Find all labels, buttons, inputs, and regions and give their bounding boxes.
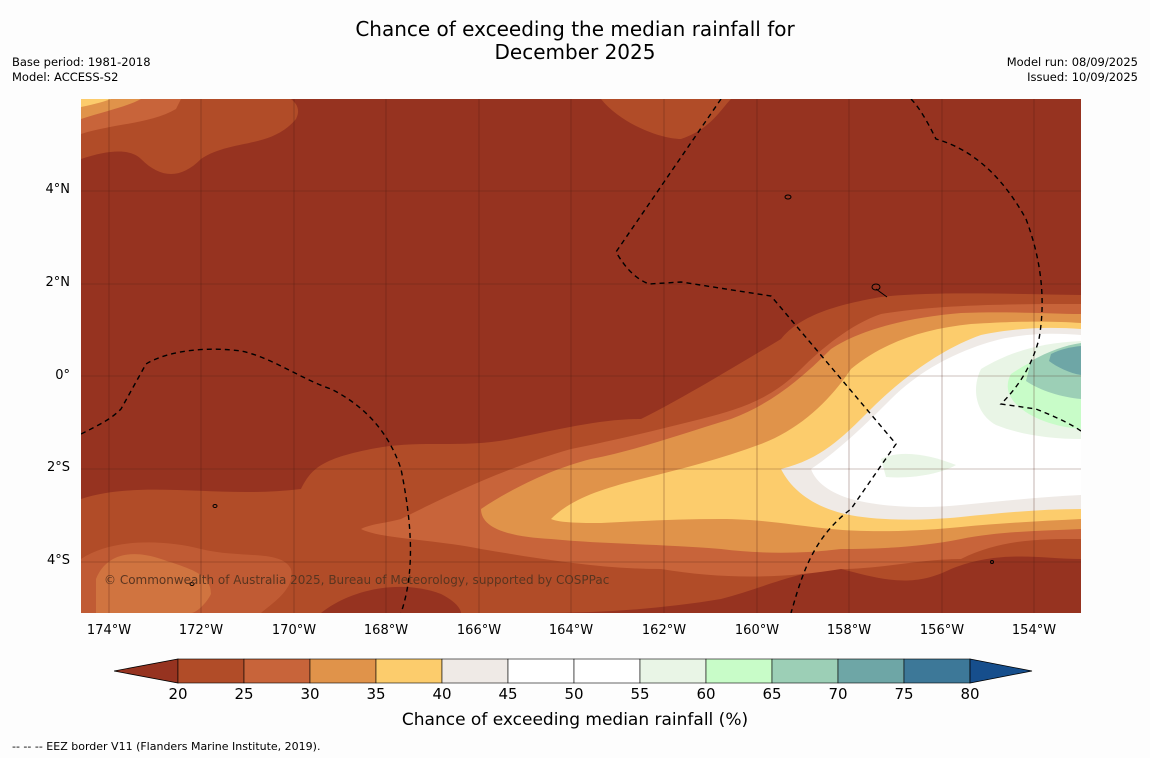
- south-band-70: [1049, 346, 1081, 375]
- colorbar-swatch: [639, 658, 707, 684]
- lon-label-158w: 158°W: [826, 623, 872, 638]
- issued-date: Issued: 10/09/2025: [1027, 70, 1138, 84]
- colorbar-tick-35: 35: [366, 685, 386, 703]
- colorbar-tick-65: 65: [762, 685, 782, 703]
- sw-band-25: [81, 542, 292, 613]
- eez-borders: [81, 99, 1081, 613]
- map-title: Chance of exceeding the median rainfall …: [0, 18, 1150, 64]
- colorbar-swatch: [771, 658, 839, 684]
- rainfall-map: [81, 99, 1081, 613]
- colorbar-tick-55: 55: [630, 685, 650, 703]
- colorbar: [113, 658, 1036, 684]
- islands: [189, 194, 994, 586]
- colorbar-swatch: [441, 658, 509, 684]
- colorbar-tick-60: 60: [696, 685, 716, 703]
- colorbar-tick-45: 45: [498, 685, 518, 703]
- colorbar-under-arrow: [113, 658, 179, 684]
- colorbar-swatch: [573, 658, 641, 684]
- lon-label-168w: 168°W: [363, 623, 409, 638]
- eez-footer-note: -- -- -- EEZ border V11 (Flanders Marine…: [12, 740, 321, 753]
- colorbar-swatch: [309, 658, 377, 684]
- meta-right: Model run: 08/09/2025 Issued: 10/09/2025: [1007, 55, 1138, 85]
- colorbar-tick-25: 25: [234, 685, 254, 703]
- colorbar-swatch: [837, 658, 905, 684]
- colorbar-swatch: [375, 658, 443, 684]
- colorbar-swatch: [903, 658, 971, 684]
- colorbar-label: Chance of exceeding median rainfall (%): [401, 710, 749, 730]
- colorbar-tick-80: 80: [960, 685, 980, 703]
- colorbar-over-arrow: [969, 658, 1033, 684]
- title-line-2: December 2025: [494, 40, 656, 64]
- colorbar-tick-70: 70: [828, 685, 848, 703]
- colorbar-tick-20: 20: [168, 685, 188, 703]
- lon-label-166w: 166°W: [456, 623, 502, 638]
- colorbar-swatch: [243, 658, 311, 684]
- colorbar-swatches: [113, 658, 1033, 684]
- lat-label-4n: 4°N: [45, 182, 71, 197]
- colorbar-swatch: [177, 658, 245, 684]
- north-band-20: [601, 99, 731, 139]
- south-green-patch: [881, 453, 956, 478]
- nw-band-35: [81, 99, 111, 107]
- lon-label-154w: 154°W: [1011, 623, 1057, 638]
- lat-label-0: 0°: [55, 368, 70, 383]
- colorbar-tick-30: 30: [300, 685, 320, 703]
- lon-label-156w: 156°W: [919, 623, 965, 638]
- graticule: [81, 99, 1081, 613]
- colorbar-swatch: [705, 658, 773, 684]
- model-run: Model run: 08/09/2025: [1006, 55, 1138, 69]
- colorbar-tick-40: 40: [432, 685, 452, 703]
- title-line-1: Chance of exceeding the median rainfall …: [355, 17, 795, 41]
- lon-label-162w: 162°W: [641, 623, 687, 638]
- map-canvas: [81, 99, 1081, 613]
- south-dark-fringe: [321, 586, 461, 613]
- lat-label-4s: 4°S: [46, 553, 70, 568]
- colorbar-tick-75: 75: [894, 685, 914, 703]
- lat-label-2n: 2°N: [45, 275, 71, 290]
- meta-left: Base period: 1981-2018 Model: ACCESS-S2: [12, 55, 151, 85]
- model-name: Model: ACCESS-S2: [12, 70, 119, 84]
- lon-label-174w: 174°W: [86, 623, 132, 638]
- lon-label-170w: 170°W: [271, 623, 317, 638]
- lon-label-172w: 172°W: [178, 623, 224, 638]
- copyright-notice: © Commonwealth of Australia 2025, Bureau…: [104, 573, 610, 587]
- nw-band-30: [81, 99, 141, 119]
- lon-label-160w: 160°W: [734, 623, 780, 638]
- lon-label-164w: 164°W: [548, 623, 594, 638]
- lat-label-2s: 2°S: [46, 460, 70, 475]
- base-period: Base period: 1981-2018: [12, 55, 151, 69]
- colorbar-tick-50: 50: [564, 685, 584, 703]
- colorbar-swatch: [507, 658, 575, 684]
